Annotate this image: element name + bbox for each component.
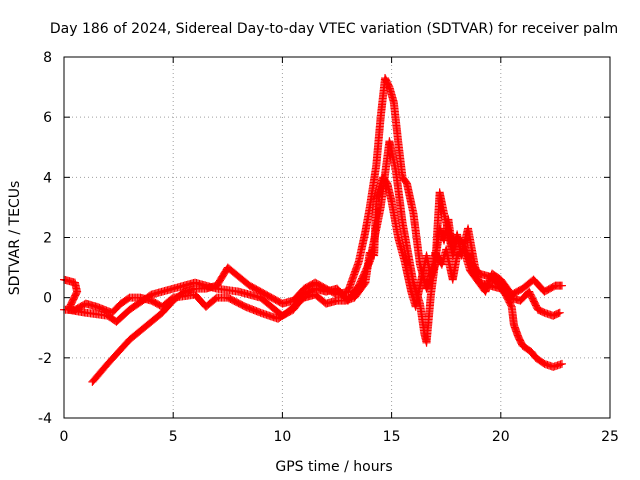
data-point <box>554 309 563 318</box>
data-points <box>60 74 566 386</box>
data-point <box>557 359 566 368</box>
x-tick-label: 20 <box>492 429 510 445</box>
y-tick-label: 2 <box>43 231 52 247</box>
x-tick-label: 0 <box>60 429 69 445</box>
y-axis-label: SDTVAR / TECUs <box>7 181 23 296</box>
x-tick-label: 15 <box>383 429 401 445</box>
y-tick-label: -2 <box>38 351 52 367</box>
data-point <box>557 281 566 290</box>
x-tick-label: 25 <box>601 429 619 445</box>
data-point <box>555 308 564 317</box>
x-axis-label: GPS time / hours <box>275 459 392 475</box>
y-tick-label: 0 <box>43 291 52 307</box>
y-tick-label: -4 <box>38 411 52 427</box>
y-tick-label: 4 <box>43 170 52 186</box>
series-track-b <box>60 173 564 323</box>
chart-title: Day 186 of 2024, Sidereal Day-to-day VTE… <box>50 21 618 37</box>
x-tick-label: 10 <box>273 429 291 445</box>
series-track-c <box>88 74 566 386</box>
axes: 0 5 10 15 20 25 -4 -2 0 2 4 6 8 <box>38 50 619 445</box>
y-tick-label: 6 <box>43 110 52 126</box>
y-tick-label: 8 <box>43 50 52 66</box>
x-tick-label: 5 <box>169 429 178 445</box>
series-track-a <box>60 137 566 347</box>
grid-lines <box>64 57 610 418</box>
